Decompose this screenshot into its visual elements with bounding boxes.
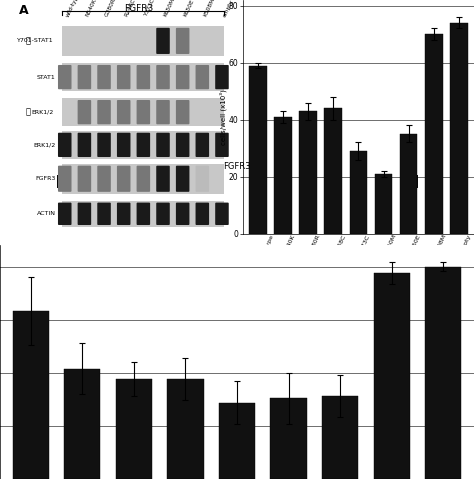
Bar [13, 311, 49, 479]
Text: K508M: K508M [202, 0, 215, 18]
Bar [167, 379, 203, 479]
FancyBboxPatch shape [78, 65, 91, 89]
Text: K650E: K650E [182, 0, 195, 18]
FancyBboxPatch shape [97, 100, 111, 125]
FancyBboxPatch shape [156, 100, 170, 125]
Bar [63, 63, 224, 91]
FancyBboxPatch shape [78, 203, 91, 225]
FancyBboxPatch shape [176, 100, 190, 125]
Bar [325, 108, 342, 234]
Text: N540K: N540K [84, 0, 97, 18]
FancyBboxPatch shape [196, 65, 209, 89]
Text: G380R: G380R [104, 0, 117, 18]
FancyBboxPatch shape [137, 133, 150, 157]
Bar [425, 267, 461, 479]
Text: STAT1: STAT1 [37, 75, 55, 80]
FancyBboxPatch shape [176, 166, 190, 192]
FancyBboxPatch shape [78, 166, 91, 192]
Text: Ⓟ: Ⓟ [26, 108, 30, 117]
FancyBboxPatch shape [215, 65, 229, 89]
FancyBboxPatch shape [97, 166, 111, 192]
FancyBboxPatch shape [196, 166, 209, 192]
FancyBboxPatch shape [196, 133, 209, 157]
Bar [63, 98, 224, 126]
FancyBboxPatch shape [156, 166, 170, 192]
FancyBboxPatch shape [58, 166, 72, 192]
Text: ERK1/2: ERK1/2 [33, 142, 55, 148]
Bar [63, 26, 224, 56]
FancyBboxPatch shape [156, 133, 170, 157]
FancyBboxPatch shape [156, 65, 170, 89]
Bar [450, 23, 468, 234]
Bar [350, 151, 367, 234]
Text: A: A [18, 3, 28, 16]
Bar [64, 368, 100, 479]
Bar [425, 34, 443, 234]
FancyBboxPatch shape [137, 65, 150, 89]
FancyBboxPatch shape [137, 100, 150, 125]
FancyBboxPatch shape [58, 133, 72, 157]
FancyBboxPatch shape [97, 133, 111, 157]
FancyBboxPatch shape [117, 100, 130, 125]
FancyBboxPatch shape [78, 100, 91, 125]
Text: ERK1/2: ERK1/2 [31, 110, 53, 114]
FancyBboxPatch shape [196, 203, 209, 225]
FancyBboxPatch shape [156, 203, 170, 225]
Bar [375, 174, 392, 234]
FancyBboxPatch shape [117, 203, 130, 225]
FancyBboxPatch shape [97, 203, 111, 225]
Text: R248C: R248C [124, 0, 137, 18]
Text: empty: empty [222, 0, 235, 18]
Text: FGFR3: FGFR3 [124, 3, 154, 12]
Text: FGFR3: FGFR3 [223, 161, 251, 171]
Bar [400, 134, 418, 234]
Bar [219, 402, 255, 479]
FancyBboxPatch shape [78, 133, 91, 157]
Bar [63, 163, 224, 194]
Bar [299, 111, 317, 234]
Bar [116, 379, 152, 479]
FancyBboxPatch shape [97, 65, 111, 89]
FancyBboxPatch shape [117, 133, 130, 157]
FancyBboxPatch shape [58, 203, 72, 225]
Text: Ⓟ: Ⓟ [26, 36, 30, 46]
Bar [249, 66, 267, 234]
Text: FGFR3: FGFR3 [35, 176, 55, 181]
Bar [63, 131, 224, 159]
FancyBboxPatch shape [117, 65, 130, 89]
FancyBboxPatch shape [176, 65, 190, 89]
FancyBboxPatch shape [117, 166, 130, 192]
Bar [374, 273, 410, 479]
Y-axis label: cells/well (x10³): cells/well (x10³) [220, 89, 228, 145]
Text: Y373C: Y373C [143, 0, 156, 18]
FancyBboxPatch shape [176, 203, 190, 225]
FancyBboxPatch shape [215, 203, 229, 225]
FancyBboxPatch shape [58, 65, 72, 89]
FancyBboxPatch shape [176, 133, 190, 157]
FancyBboxPatch shape [176, 28, 190, 54]
FancyBboxPatch shape [215, 133, 229, 157]
FancyBboxPatch shape [156, 28, 170, 54]
Text: ACTIN: ACTIN [36, 211, 55, 217]
Bar [63, 201, 224, 227]
Text: wild-type: wild-type [65, 0, 81, 18]
FancyBboxPatch shape [137, 166, 150, 192]
Bar [274, 117, 292, 234]
Text: Y701-STAT1: Y701-STAT1 [17, 38, 53, 44]
FancyBboxPatch shape [137, 203, 150, 225]
Bar [271, 398, 307, 479]
Text: K650M: K650M [163, 0, 176, 18]
Bar [322, 396, 358, 479]
